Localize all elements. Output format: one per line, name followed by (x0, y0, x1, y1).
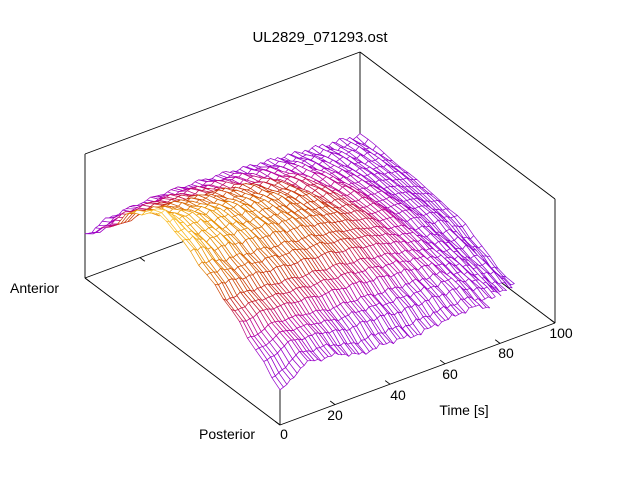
x-axis-title: Time [s] (439, 402, 489, 418)
x-tick-label-60: 60 (442, 366, 458, 382)
x-tick-label-80: 80 (498, 345, 514, 361)
x-tick-label-20: 20 (327, 407, 343, 423)
x-tick-label-40: 40 (390, 387, 406, 403)
x-tick-label-100: 100 (549, 325, 573, 341)
chart-title: UL2829_071293.ost (252, 29, 388, 46)
x-tick-label-0: 0 (280, 426, 288, 442)
y-axis-max-label: Anterior (10, 280, 60, 296)
y-axis-min-label: Posterior (199, 426, 256, 442)
